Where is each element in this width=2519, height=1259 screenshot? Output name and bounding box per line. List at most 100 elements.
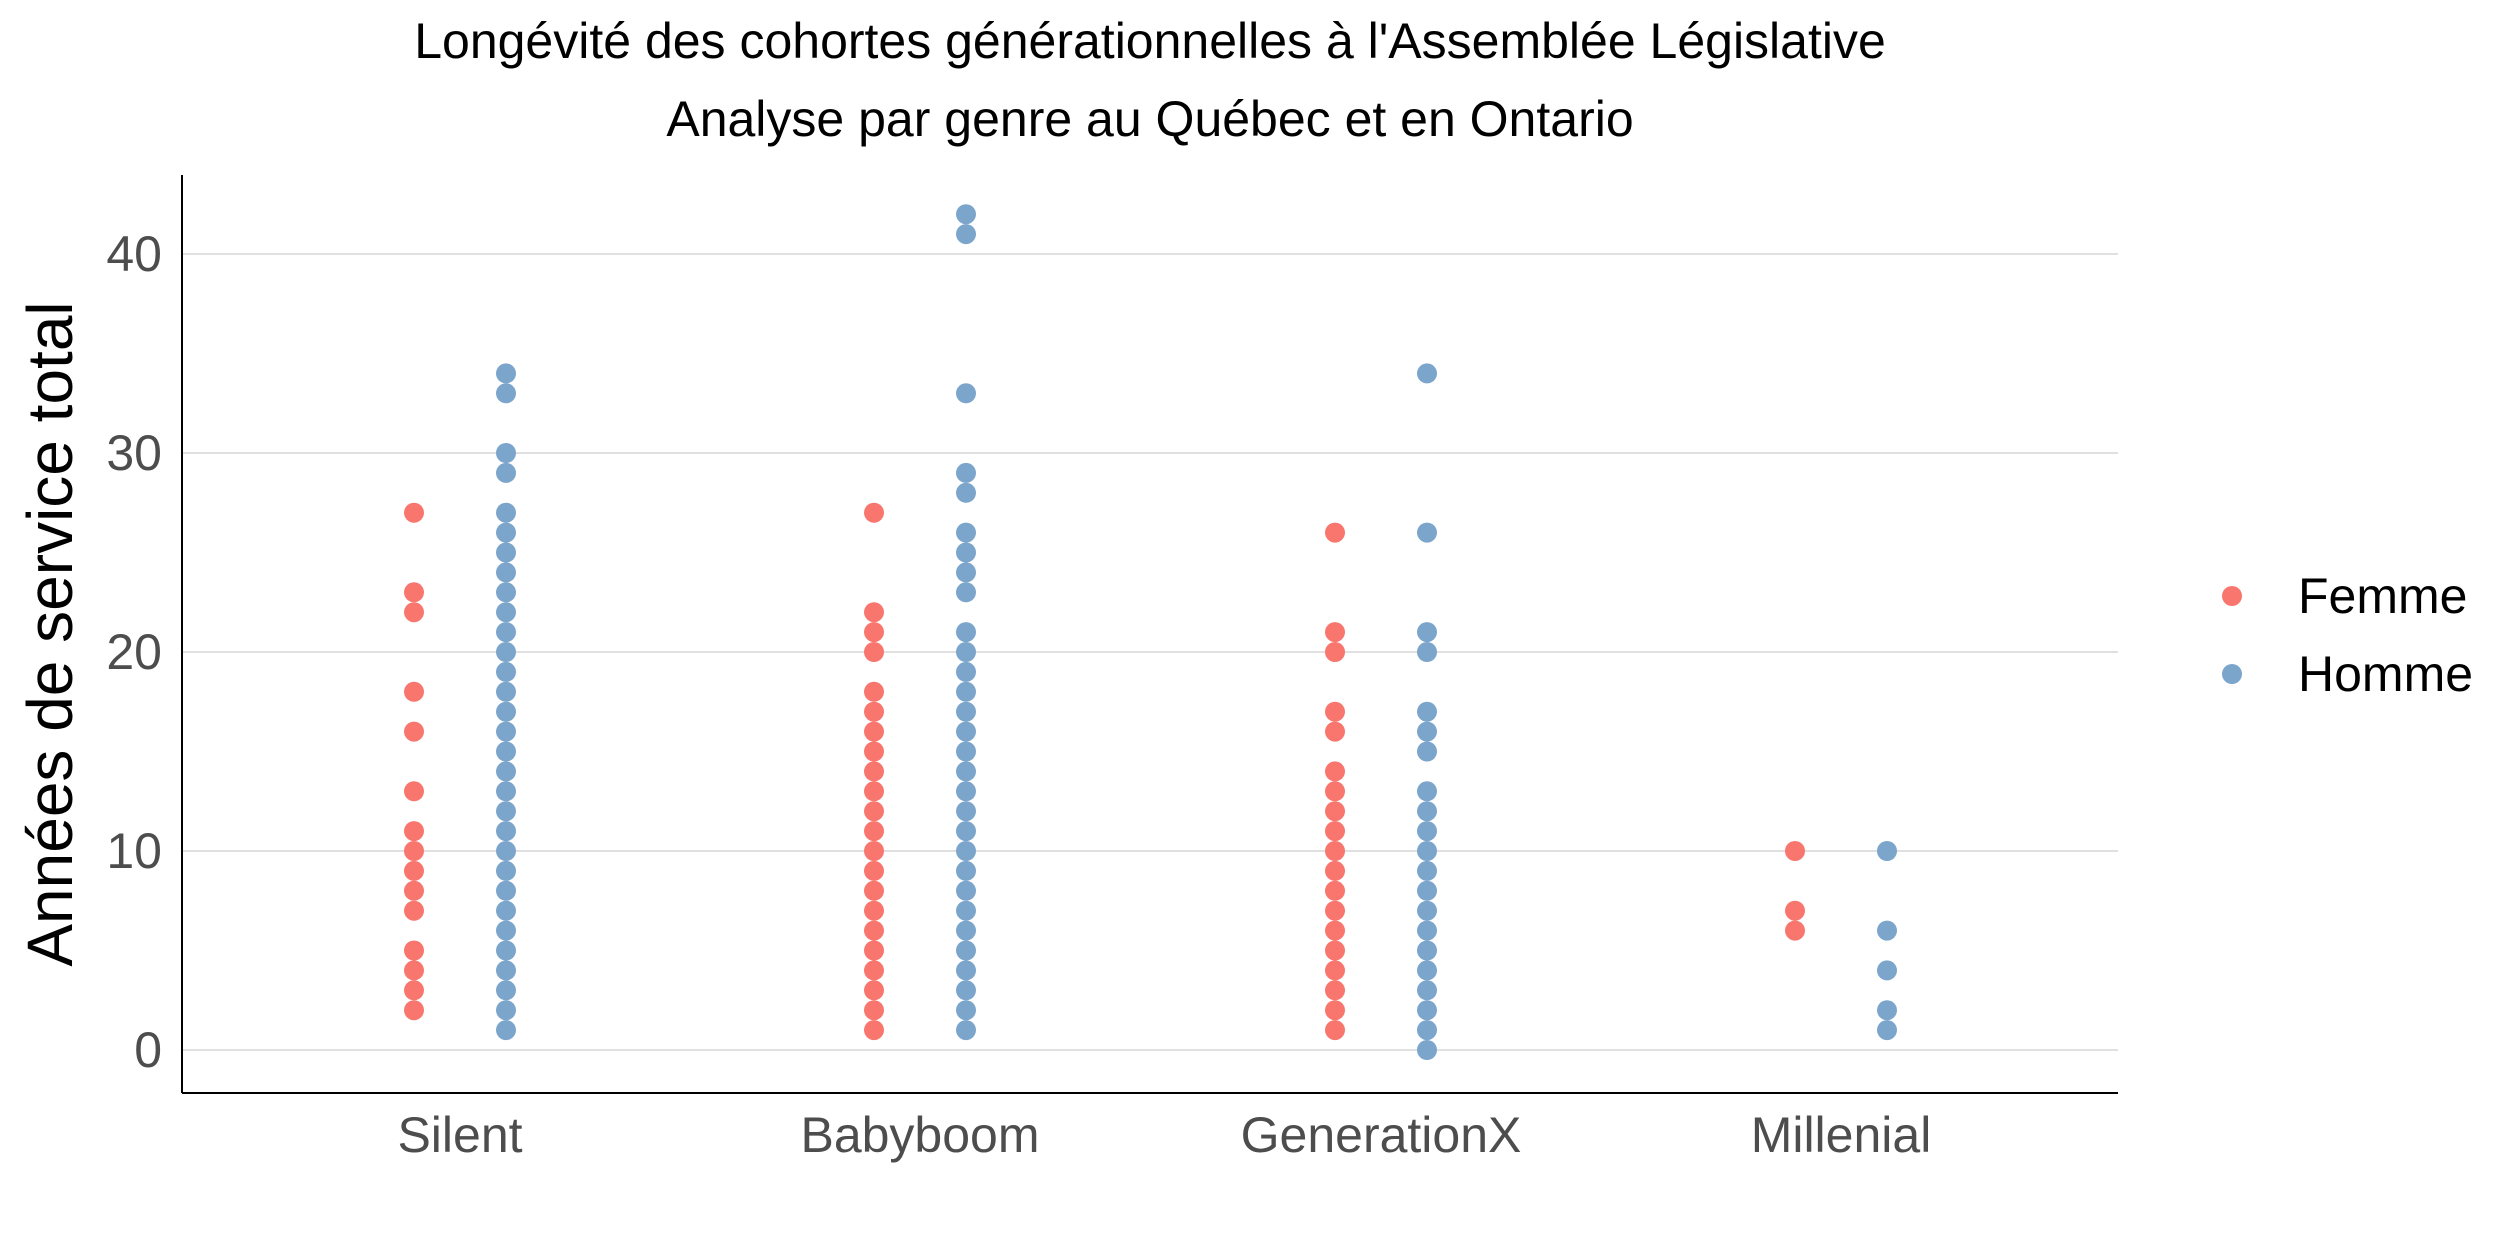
data-point <box>496 801 516 822</box>
data-point <box>404 841 424 861</box>
data-point <box>864 1000 884 1021</box>
data-point <box>864 622 884 643</box>
data-point <box>404 880 424 901</box>
data-point <box>864 741 884 762</box>
data-point <box>1417 741 1437 762</box>
data-point <box>864 920 884 941</box>
data-point <box>864 642 884 662</box>
data-point <box>1877 960 1897 981</box>
data-point <box>496 661 516 682</box>
data-point <box>1325 642 1345 662</box>
data-point <box>1417 701 1437 722</box>
data-point <box>1325 801 1345 822</box>
data-point <box>404 502 424 523</box>
legend-label: Femme <box>2298 568 2467 624</box>
data-point <box>1785 841 1805 861</box>
data-points <box>404 204 1897 1060</box>
data-point <box>956 661 976 682</box>
data-point <box>864 502 884 523</box>
data-point <box>1417 363 1437 384</box>
chart-subtitle: Analyse par genre au Québec et en Ontari… <box>666 91 1633 147</box>
data-point <box>1877 920 1897 941</box>
data-point <box>956 940 976 961</box>
data-point <box>1325 860 1345 881</box>
data-point <box>496 363 516 384</box>
data-point <box>1417 1020 1437 1041</box>
data-point <box>404 681 424 702</box>
data-point <box>1417 781 1437 802</box>
data-point <box>1325 920 1345 941</box>
y-tick-labels: 0 10 20 30 40 <box>106 226 162 1078</box>
data-point <box>956 622 976 643</box>
data-point <box>1417 1000 1437 1021</box>
data-point <box>1417 920 1437 941</box>
data-point <box>404 980 424 1001</box>
data-point <box>1325 622 1345 643</box>
data-point <box>496 880 516 901</box>
data-point <box>956 701 976 722</box>
data-point <box>864 761 884 782</box>
data-point <box>864 841 884 861</box>
data-point <box>1325 980 1345 1001</box>
data-point <box>864 1020 884 1041</box>
data-point <box>864 781 884 802</box>
x-tick-label: Silent <box>397 1107 522 1163</box>
data-point <box>1417 721 1437 742</box>
data-point <box>956 860 976 881</box>
data-point <box>1325 960 1345 981</box>
y-gridlines <box>182 253 2118 1051</box>
data-point <box>496 522 516 543</box>
data-point <box>1417 642 1437 662</box>
data-point <box>956 801 976 822</box>
data-point <box>1417 940 1437 961</box>
data-point <box>404 860 424 881</box>
x-tick-label: Millenial <box>1751 1107 1932 1163</box>
y-tick-label: 20 <box>106 624 162 680</box>
y-axis-label: Années de service total <box>14 301 86 966</box>
data-point <box>496 741 516 762</box>
data-point <box>864 602 884 623</box>
data-point <box>864 900 884 921</box>
data-point <box>1417 522 1437 543</box>
legend: Femme Homme <box>2222 568 2473 702</box>
data-point <box>404 900 424 921</box>
data-point <box>864 801 884 822</box>
data-point <box>1417 1040 1437 1060</box>
data-point <box>956 224 976 245</box>
data-point <box>956 542 976 563</box>
data-point <box>496 960 516 981</box>
data-point <box>1417 821 1437 842</box>
data-point <box>956 721 976 742</box>
data-point <box>956 1020 976 1041</box>
data-point <box>1325 522 1345 543</box>
data-point <box>1417 841 1437 861</box>
x-tick-label: Babyboom <box>800 1107 1039 1163</box>
data-point <box>496 462 516 483</box>
data-point <box>496 940 516 961</box>
data-point <box>496 542 516 563</box>
data-point <box>1877 841 1897 861</box>
data-point <box>1785 900 1805 921</box>
y-tick-label: 30 <box>106 425 162 481</box>
data-point <box>496 383 516 404</box>
data-point <box>404 721 424 742</box>
data-point <box>496 980 516 1001</box>
data-point <box>956 462 976 483</box>
data-point <box>496 582 516 603</box>
data-point <box>956 642 976 662</box>
data-point <box>956 562 976 583</box>
data-point <box>1325 821 1345 842</box>
data-point <box>496 821 516 842</box>
data-point <box>956 741 976 762</box>
legend-key <box>2222 664 2242 684</box>
data-point <box>496 642 516 662</box>
data-point <box>1877 1020 1897 1041</box>
data-point <box>1325 1020 1345 1041</box>
data-point <box>496 502 516 523</box>
data-point <box>496 721 516 742</box>
x-tick-labels: Silent Babyboom GenerationX Millenial <box>397 1107 1931 1163</box>
data-point <box>1325 900 1345 921</box>
data-point <box>956 900 976 921</box>
data-point <box>496 1000 516 1021</box>
